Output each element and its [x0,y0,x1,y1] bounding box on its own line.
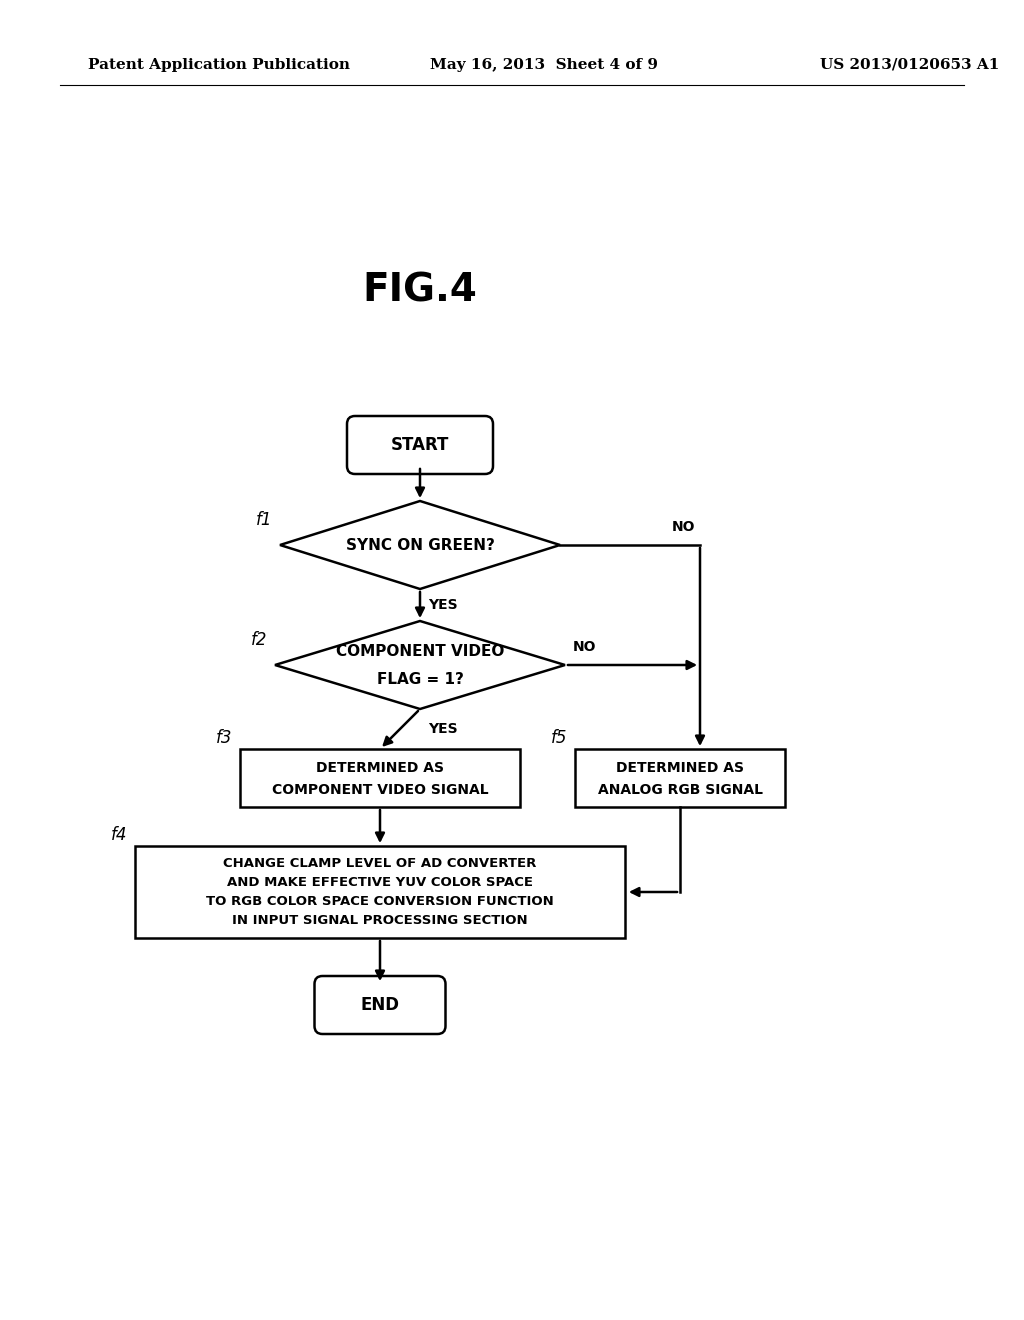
Text: FIG.4: FIG.4 [362,271,477,309]
Text: f5: f5 [551,729,567,747]
Text: f4: f4 [111,826,127,843]
Bar [575,748,785,807]
Text: DETERMINED AS: DETERMINED AS [316,762,444,775]
Text: YES: YES [428,598,458,612]
Text: NO: NO [672,520,695,535]
Text: SYNC ON GREEN?: SYNC ON GREEN? [345,537,495,553]
Text: START: START [391,436,450,454]
Text: May 16, 2013  Sheet 4 of 9: May 16, 2013 Sheet 4 of 9 [430,58,658,73]
Text: DETERMINED AS: DETERMINED AS [616,762,744,775]
Text: IN INPUT SIGNAL PROCESSING SECTION: IN INPUT SIGNAL PROCESSING SECTION [232,913,527,927]
Text: f1: f1 [256,511,272,529]
Text: f3: f3 [215,729,232,747]
Text: COMPONENT VIDEO SIGNAL: COMPONENT VIDEO SIGNAL [271,783,488,797]
Text: CHANGE CLAMP LEVEL OF AD CONVERTER: CHANGE CLAMP LEVEL OF AD CONVERTER [223,857,537,870]
Text: NO: NO [573,640,597,653]
Text: AND MAKE EFFECTIVE YUV COLOR SPACE: AND MAKE EFFECTIVE YUV COLOR SPACE [227,876,534,888]
Text: ANALOG RGB SIGNAL: ANALOG RGB SIGNAL [597,783,763,797]
Text: COMPONENT VIDEO: COMPONENT VIDEO [336,644,504,659]
Text: YES: YES [428,722,458,737]
Bar [135,846,625,939]
Text: END: END [360,997,399,1014]
Text: FLAG = 1?: FLAG = 1? [377,672,464,686]
Text: TO RGB COLOR SPACE CONVERSION FUNCTION: TO RGB COLOR SPACE CONVERSION FUNCTION [206,895,554,908]
Text: f2: f2 [251,631,267,649]
Text: Patent Application Publication: Patent Application Publication [88,58,350,73]
Bar [240,748,520,807]
Text: US 2013/0120653 A1: US 2013/0120653 A1 [820,58,999,73]
